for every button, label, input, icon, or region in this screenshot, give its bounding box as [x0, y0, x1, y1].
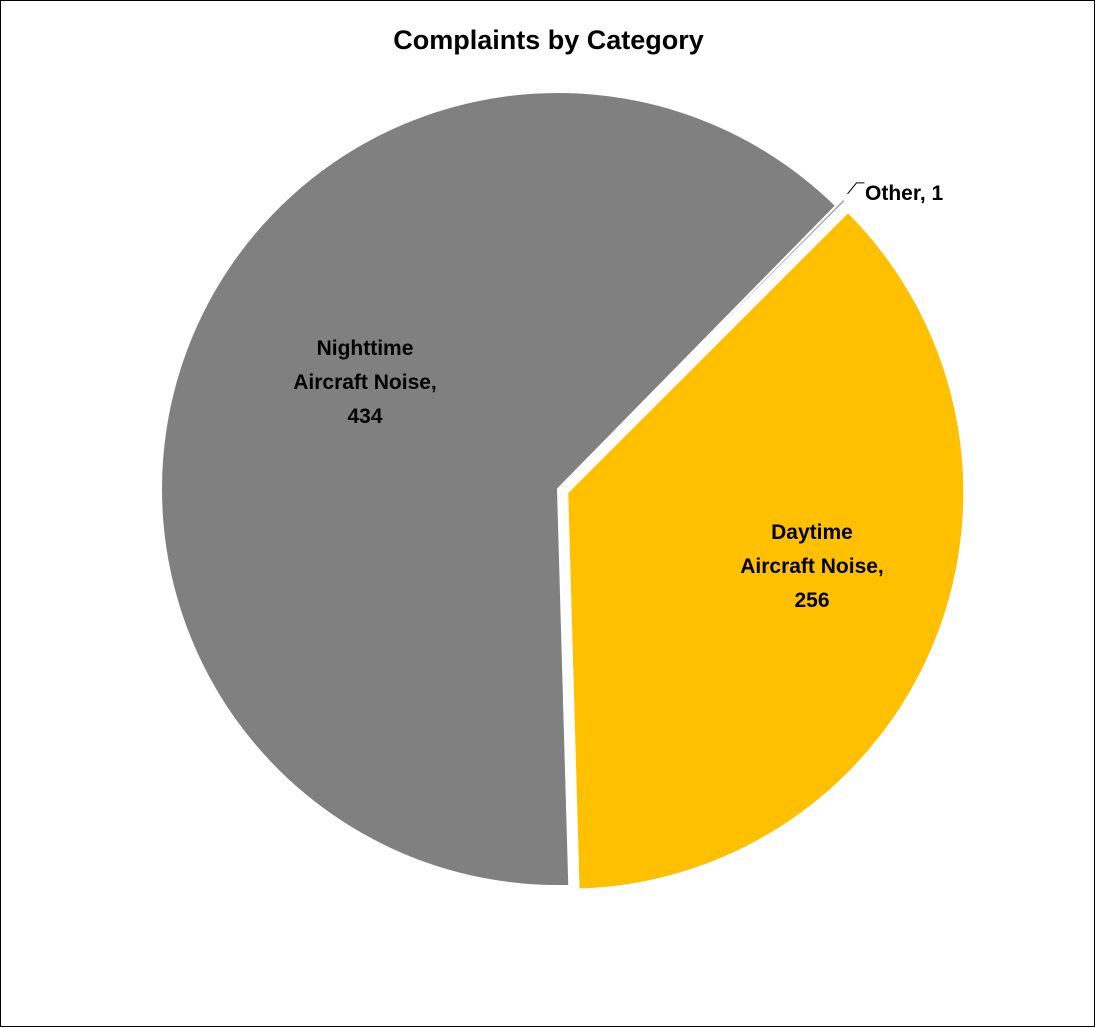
data-label-daytime-aircraft-noise: Daytime Aircraft Noise, 256: [740, 521, 884, 612]
chart-title: Complaints by Category: [393, 25, 704, 55]
leader-line-other: [847, 182, 865, 195]
pie-slice-daytime-aircraft-noise: [566, 210, 966, 891]
data-label-other: Other, 1: [865, 182, 944, 205]
pie-slice-nighttime-aircraft-noise: [160, 91, 838, 887]
pie-slice-other: [564, 197, 848, 483]
data-label-nighttime-aircraft-noise: Nighttime Aircraft Noise, 434: [293, 337, 437, 428]
